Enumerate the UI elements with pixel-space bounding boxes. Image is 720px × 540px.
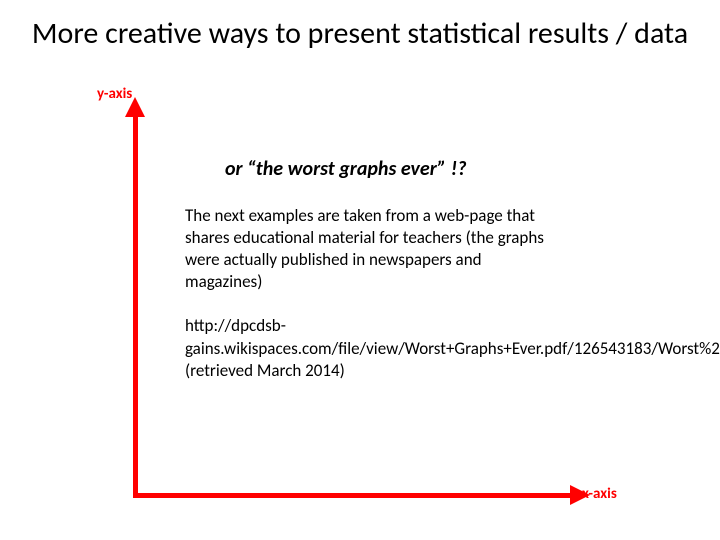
y-axis-arrowhead-icon — [125, 97, 145, 117]
slide-subtitle: or “the worst graphs ever” !? — [225, 157, 467, 181]
x-axis-label: x-axis — [582, 485, 617, 503]
slide-title: More creative ways to present statistica… — [0, 16, 720, 52]
slide-body-text: The next examples are taken from a web-p… — [185, 205, 550, 382]
x-axis-line — [133, 493, 573, 498]
y-axis-line — [133, 115, 138, 498]
